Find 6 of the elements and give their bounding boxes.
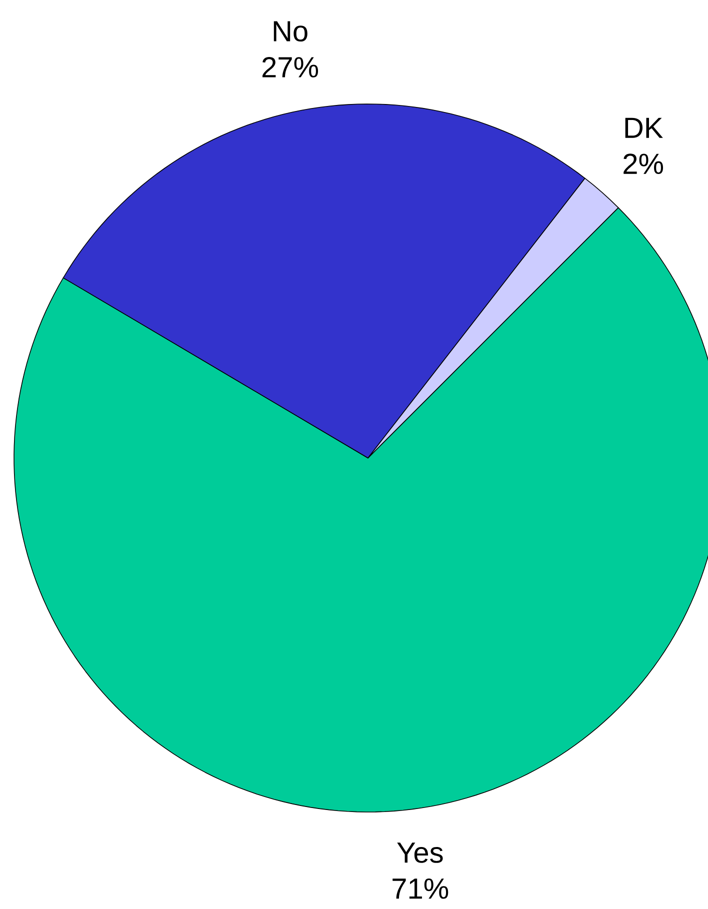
data-label: 27% — [262, 57, 318, 78]
slice-label: No — [274, 21, 308, 42]
data-label: 71% — [392, 878, 448, 899]
slice-label: Yes — [397, 842, 443, 863]
slice-label: DK — [625, 118, 663, 138]
data-label: 2% — [624, 154, 664, 174]
